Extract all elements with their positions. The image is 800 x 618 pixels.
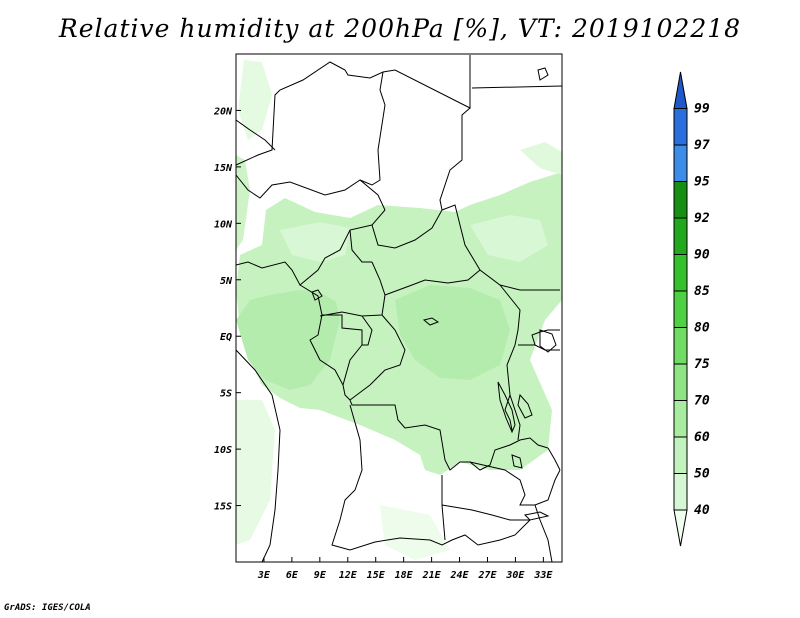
colorbar-label: 95 (694, 175, 710, 190)
colorbar-segment (673, 363, 688, 401)
colorbar-label: 99 (694, 102, 710, 117)
lon-tick-label: 30E (505, 570, 525, 581)
colorbar-label: 60 (694, 430, 710, 445)
map-frame (235, 53, 563, 563)
colorbar-segment (673, 327, 688, 365)
lat-tick-label: 10N (214, 219, 233, 230)
lon-tick-label: 3E (257, 570, 271, 581)
colorbar-segment (673, 144, 688, 182)
colorbar-bottom-arrow (673, 509, 688, 547)
lat-tick-label: 5S (220, 389, 232, 400)
lon-tick-label: 24E (450, 570, 470, 581)
colorbar-segment (673, 473, 688, 511)
humidity-shading (236, 60, 562, 560)
colorbar-label: 70 (694, 394, 710, 409)
lon-tick-label: 18E (395, 570, 414, 581)
colorbar-label: 85 (694, 284, 710, 299)
country-borders (235, 55, 563, 563)
lon-tick-label: 21E (422, 570, 442, 581)
lat-tick-label: 15N (214, 163, 233, 174)
colorbar-segment (673, 400, 688, 438)
lat-tick-label: 20N (213, 106, 233, 117)
colorbar-segment (673, 290, 688, 328)
lat-tick-label: 15S (214, 502, 232, 513)
colorbar-top-arrow (673, 71, 688, 109)
lon-tick-label: 12E (339, 570, 358, 581)
colorbar-segment (673, 254, 688, 292)
colorbar-segment (673, 108, 688, 146)
lat-tick-label: EQ (220, 332, 232, 343)
colorbar-label: 90 (694, 248, 710, 263)
colorbar-label: 50 (694, 467, 710, 482)
colorbar-segment (673, 436, 688, 474)
lon-tick-label: 6E (286, 570, 299, 581)
grads-credit: GrADS: IGES/COLA (4, 603, 91, 613)
colorbar-label: 80 (694, 321, 710, 336)
lon-tick-label: 9E (314, 570, 327, 581)
lon-tick-label: 27E (477, 570, 497, 581)
colorbar: 40 50 60 70 75 80 85 90 92 95 97 99 (673, 71, 710, 547)
colorbar-label: 92 (694, 211, 710, 226)
lat-tick-label: 5N (220, 276, 233, 287)
colorbar-label: 75 (694, 357, 710, 372)
colorbar-segment (673, 217, 688, 255)
longitude-axis: 3E 6E 9E 12E 15E 18E 21E 24E 27E 30E 33E (257, 557, 553, 581)
colorbar-label: 40 (694, 503, 710, 518)
colorbar-label: 97 (694, 138, 710, 153)
lake-outlines (311, 67, 557, 521)
lat-tick-label: 10S (214, 445, 232, 456)
lon-tick-label: 33E (533, 570, 553, 581)
chart-title: Relative humidity at 200hPa [%], VT: 201… (58, 14, 742, 43)
lon-tick-label: 15E (367, 570, 386, 581)
latitude-axis: 20N 15N 10N 5N EQ 5S 10S 15S (213, 106, 241, 513)
colorbar-segment (673, 181, 688, 219)
